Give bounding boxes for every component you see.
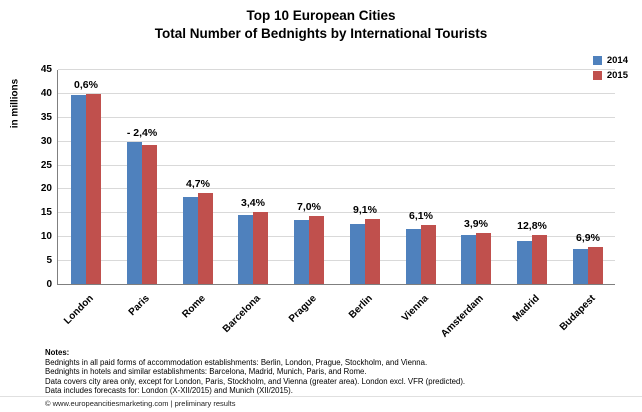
growth-label-vienna: 6,1% [409,210,433,222]
bar-2015-barcelona [253,212,268,284]
notes-line-3: Data covers city area only, except for L… [45,376,466,386]
y-axis-tick-label: 25 [40,159,52,171]
legend-item-2015: 2015 [592,70,628,81]
bar-2014-barcelona [238,215,253,284]
y-axis-tick-label: 10 [40,231,52,243]
gridline [58,92,615,94]
plot-area: 0 5 10 15 20 25 30 35 40 45 0,6% London - 2,4% Paris 4… [41,64,615,340]
bar-2014-vienna [406,229,421,284]
legend-label-2015: 2015 [606,70,628,81]
bar-2015-london [86,94,101,284]
y-axis-tick-label: 35 [40,111,52,123]
growth-label-prague: 7,0% [297,201,321,213]
bar-2014-amsterdam [461,235,476,284]
growth-label-london: 0,6% [74,79,98,91]
notes-block: Notes: Bednights in all paid forms of ac… [45,348,605,396]
growth-label-madrid: 12,8% [517,220,547,232]
gridline [58,236,615,238]
bar-2014-berlin [350,224,365,284]
legend-swatch-2015 [592,71,602,80]
gridline [58,140,615,142]
growth-label-berlin: 9,1% [353,204,377,216]
bar-2015-rome [198,193,213,284]
bar-2015-vienna [421,225,436,284]
notes-line-2: Bednights in hotels and similar establis… [45,367,367,377]
notes-line-4: Data includes forecasts for: London (X-X… [45,386,293,396]
bar-2015-budapest [588,247,603,284]
y-axis-tick-label: 5 [46,255,52,267]
y-axis-tick-label: 45 [40,64,52,75]
gridline [58,164,615,166]
chart-title: Top 10 European Cities [246,8,396,23]
chart-title-block: Top 10 European Cities Total Number of B… [0,7,642,43]
y-axis-tick-label: 40 [40,87,52,99]
growth-label-budapest: 6,9% [576,232,600,244]
y-axis-tick-label: 15 [40,207,52,219]
notes-heading: Notes: [45,348,70,357]
growth-label-barcelona: 3,4% [241,197,265,209]
gridline [58,188,615,190]
bar-2014-london [71,95,86,284]
bar-2014-budapest [573,249,588,284]
y-axis-tick-label: 30 [40,135,52,147]
bar-2014-paris [127,142,142,284]
growth-label-paris: - 2,4% [126,127,158,139]
y-axis-tick-label: 20 [40,183,52,195]
gridline [58,260,615,262]
growth-label-rome: 4,7% [186,178,210,190]
gridline [58,212,615,214]
bar-2014-prague [294,220,309,284]
bar-2015-prague [309,216,324,284]
chart-subtitle: Total Number of Bednights by Internation… [154,26,488,41]
notes-line-1: Bednights in all paid forms of accommoda… [45,357,428,367]
bar-2014-madrid [517,241,532,284]
legend: 2014 2015 [592,55,628,85]
footer-divider [0,396,642,397]
legend-item-2014: 2014 [592,55,628,66]
bar-2015-amsterdam [476,233,491,284]
growth-label-amsterdam: 3,9% [464,218,488,230]
gridline [58,116,615,118]
legend-swatch-2014 [592,56,602,65]
gridline [58,69,615,70]
bar-2014-rome [183,197,198,284]
bar-2015-paris [142,145,157,284]
y-axis-tick-label: 0 [46,279,52,290]
copyright-text: © www.europeancitiesmarketing.com | prel… [45,399,236,408]
legend-label-2014: 2014 [606,55,628,66]
bar-2015-berlin [365,219,380,284]
bar-2015-madrid [532,235,547,284]
